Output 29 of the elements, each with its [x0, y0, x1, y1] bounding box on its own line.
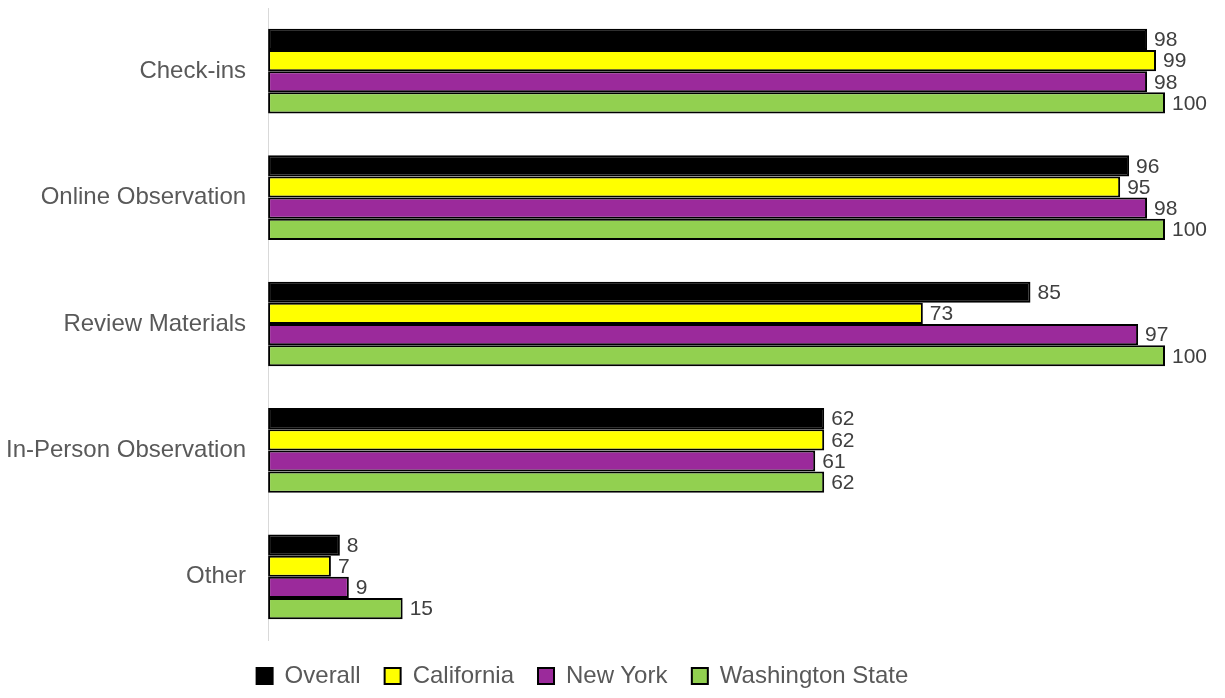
- legend-label: New York: [566, 660, 669, 688]
- y-tick-label: Online Observation: [40, 182, 247, 210]
- legend-label: Washington State: [719, 660, 909, 688]
- data-label: 7: [337, 554, 350, 578]
- data-label: 99: [1163, 48, 1187, 72]
- data-label: 98: [1154, 69, 1178, 93]
- data-label: 95: [1127, 174, 1151, 198]
- data-label: 85: [1037, 280, 1061, 304]
- data-label: 100: [1172, 90, 1208, 114]
- data-label: 100: [1172, 343, 1208, 367]
- y-tick-label: Other: [186, 561, 247, 589]
- data-label: 96: [1136, 153, 1160, 177]
- data-label: 73: [929, 301, 954, 325]
- data-label: 61: [822, 448, 846, 472]
- data-label: 62: [831, 427, 855, 451]
- legend-label: California: [412, 660, 515, 688]
- data-label: 98: [1154, 195, 1178, 219]
- data-label: 15: [409, 596, 434, 620]
- data-label: 62: [831, 469, 855, 493]
- data-label: 62: [831, 406, 855, 430]
- data-label: 8: [346, 532, 359, 556]
- legend-label: Overall: [284, 660, 361, 688]
- y-tick-label: Check-ins: [139, 55, 247, 83]
- data-label: 98: [1154, 27, 1178, 51]
- y-tick-label: Review Materials: [63, 308, 247, 336]
- data-label: 9: [355, 575, 368, 599]
- y-tick-label: In-Person Observation: [5, 435, 247, 463]
- data-label: 100: [1172, 217, 1208, 241]
- data-label: 97: [1145, 322, 1169, 346]
